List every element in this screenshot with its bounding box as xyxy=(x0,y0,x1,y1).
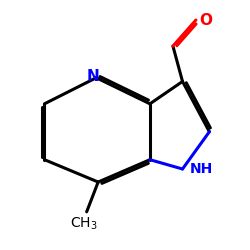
Text: CH$_3$: CH$_3$ xyxy=(70,216,98,232)
Text: N: N xyxy=(86,69,99,84)
Text: O: O xyxy=(200,12,212,28)
Text: NH: NH xyxy=(189,162,212,176)
